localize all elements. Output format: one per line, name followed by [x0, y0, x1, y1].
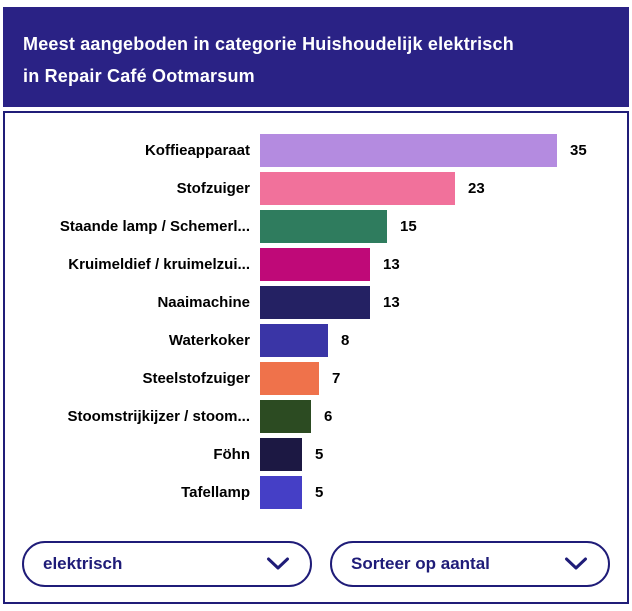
- bar-label: Stofzuiger: [176, 179, 250, 197]
- category-dropdown[interactable]: elektrisch: [22, 541, 312, 587]
- bar: [260, 209, 387, 243]
- bar-label: Stoomstrijkijzer / stoom...: [67, 407, 250, 425]
- chart-header: Meest aangeboden in categorie Huishoudel…: [3, 7, 629, 107]
- bar-row: Steelstofzuiger 7: [5, 359, 627, 397]
- bar: [260, 285, 370, 319]
- bar-label: Föhn: [213, 445, 250, 463]
- chart-card: Koffieapparaat 35 Stofzuiger 23 Staande …: [3, 111, 629, 604]
- bar-row: Stofzuiger 23: [5, 169, 627, 207]
- bar-label: Naaimachine: [157, 293, 250, 311]
- bar-value: 5: [315, 445, 324, 463]
- bar-value: 7: [332, 369, 341, 387]
- bar: [260, 323, 328, 357]
- bar-value: 15: [400, 217, 417, 235]
- bar: [260, 247, 370, 281]
- bar-row: Waterkoker 8: [5, 321, 627, 359]
- bar-value: 35: [570, 141, 587, 159]
- chevron-down-icon: [564, 557, 588, 571]
- bar-label: Staande lamp / Schemerl...: [59, 217, 250, 235]
- bar-label: Tafellamp: [181, 483, 250, 501]
- bar-value: 13: [383, 255, 400, 273]
- bar: [260, 361, 319, 395]
- bar-row: Staande lamp / Schemerl... 15: [5, 207, 627, 245]
- page-title-line-2: in Repair Café Ootmarsum: [23, 66, 255, 86]
- bar-row: Stoomstrijkijzer / stoom... 6: [5, 397, 627, 435]
- bar: [260, 133, 557, 167]
- bar-row: Tafellamp 5: [5, 473, 627, 511]
- bar-row: Naaimachine 13: [5, 283, 627, 321]
- bar-label: Kruimeldief / kruimelzui...: [68, 255, 250, 273]
- bar-label: Waterkoker: [168, 331, 250, 349]
- bar-value: 5: [315, 483, 324, 501]
- bar-label: Steelstofzuiger: [142, 369, 250, 387]
- bar-row: Föhn 5: [5, 435, 627, 473]
- bar-value: 8: [341, 331, 350, 349]
- sort-dropdown[interactable]: Sorteer op aantal: [330, 541, 610, 587]
- bar-value: 6: [324, 407, 333, 425]
- bar-chart: Koffieapparaat 35 Stofzuiger 23 Staande …: [5, 113, 627, 511]
- filter-bar: elektrisch Sorteer op aantal: [22, 541, 610, 587]
- bar-value: 13: [383, 293, 400, 311]
- bar-row: Kruimeldief / kruimelzui... 13: [5, 245, 627, 283]
- bar-label: Koffieapparaat: [144, 141, 250, 159]
- bar-value: 23: [468, 179, 485, 197]
- bar: [260, 171, 455, 205]
- bar: [260, 475, 302, 509]
- chevron-down-icon: [266, 557, 290, 571]
- category-dropdown-value: elektrisch: [43, 554, 123, 573]
- bar-row: Koffieapparaat 35: [5, 131, 627, 169]
- sort-dropdown-value: Sorteer op aantal: [351, 554, 490, 573]
- bar: [260, 437, 302, 471]
- bar: [260, 399, 311, 433]
- page-title-line-1: Meest aangeboden in categorie Huishoudel…: [23, 34, 514, 54]
